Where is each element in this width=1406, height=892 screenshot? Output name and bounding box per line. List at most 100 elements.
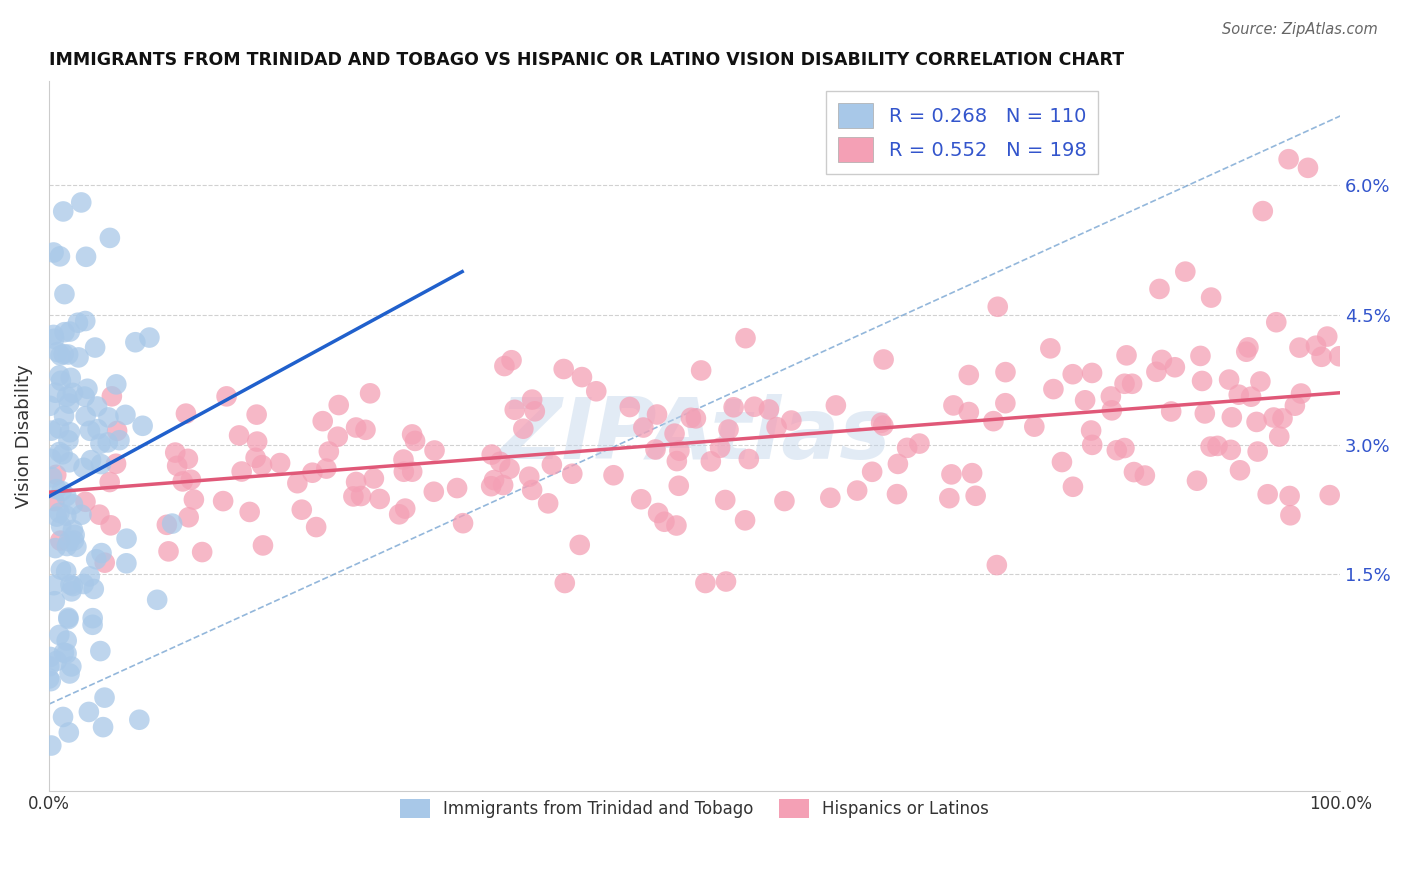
Point: [860, 465, 883, 479]
Point: [1218, 373, 1240, 387]
Point: [1189, 349, 1212, 363]
Point: [1042, 382, 1064, 396]
Point: [42, 332, 65, 346]
Point: [245, 450, 267, 465]
Point: [46, 345, 69, 359]
Point: [75, 314, 97, 328]
Point: [872, 418, 894, 433]
Point: [1251, 204, 1274, 219]
Point: [1062, 480, 1084, 494]
Point: [1191, 374, 1213, 388]
Point: [55, 647, 77, 661]
Point: [709, 441, 731, 455]
Point: [1101, 403, 1123, 417]
Point: [668, 479, 690, 493]
Point: [523, 404, 546, 418]
Point: [62, 385, 84, 400]
Point: [522, 392, 544, 407]
Point: [312, 414, 335, 428]
Point: [773, 494, 796, 508]
Point: [846, 483, 869, 498]
Point: [734, 513, 756, 527]
Point: [75, 495, 97, 509]
Point: [1160, 404, 1182, 418]
Point: [51, 483, 73, 498]
Point: [53, 287, 76, 301]
Point: [941, 467, 963, 482]
Point: [52, 347, 75, 361]
Point: [177, 451, 200, 466]
Point: [49, 533, 72, 548]
Point: [645, 408, 668, 422]
Point: [73, 390, 96, 404]
Point: [131, 418, 153, 433]
Point: [105, 457, 128, 471]
Point: [744, 400, 766, 414]
Point: [1144, 365, 1167, 379]
Point: [39, 649, 62, 664]
Point: [115, 557, 138, 571]
Point: [63, 528, 86, 542]
Point: [174, 407, 197, 421]
Point: [318, 444, 340, 458]
Point: [42, 578, 65, 592]
Point: [1278, 152, 1301, 166]
Point: [350, 489, 373, 503]
Point: [498, 462, 520, 476]
Point: [630, 492, 652, 507]
Point: [392, 452, 415, 467]
Point: [1246, 444, 1268, 458]
Point: [66, 316, 89, 330]
Point: [65, 540, 87, 554]
Text: IMMIGRANTS FROM TRINIDAD AND TOBAGO VS HISPANIC OR LATINO VISION DISABILITY CORR: IMMIGRANTS FROM TRINIDAD AND TOBAGO VS H…: [49, 51, 1125, 69]
Point: [42, 327, 65, 342]
Point: [1024, 419, 1046, 434]
Point: [994, 365, 1017, 379]
Point: [62, 523, 84, 537]
Point: [1219, 442, 1241, 457]
Point: [45, 467, 67, 482]
Point: [58, 455, 80, 469]
Point: [75, 409, 97, 424]
Point: [105, 377, 128, 392]
Point: [537, 496, 560, 510]
Point: [1220, 410, 1243, 425]
Point: [315, 461, 337, 475]
Point: [76, 382, 98, 396]
Point: [52, 646, 75, 660]
Point: [157, 544, 180, 558]
Point: [554, 576, 576, 591]
Point: [685, 411, 707, 425]
Point: [191, 545, 214, 559]
Point: [59, 666, 82, 681]
Point: [97, 410, 120, 425]
Point: [1114, 441, 1136, 455]
Point: [1278, 489, 1301, 503]
Point: [73, 577, 96, 591]
Point: [305, 520, 328, 534]
Point: [79, 569, 101, 583]
Point: [501, 353, 523, 368]
Point: [55, 565, 77, 579]
Point: [41, 470, 63, 484]
Point: [70, 195, 93, 210]
Point: [45, 509, 67, 524]
Point: [479, 479, 502, 493]
Point: [1229, 463, 1251, 477]
Point: [48, 421, 70, 435]
Point: [1194, 406, 1216, 420]
Point: [124, 335, 146, 350]
Point: [100, 518, 122, 533]
Point: [80, 453, 103, 467]
Point: [388, 508, 411, 522]
Point: [690, 363, 713, 377]
Point: [1296, 161, 1319, 175]
Point: [59, 425, 82, 440]
Point: [872, 352, 894, 367]
Point: [1206, 439, 1229, 453]
Point: [44, 494, 66, 508]
Point: [1271, 411, 1294, 425]
Point: [67, 351, 90, 365]
Point: [44, 385, 66, 400]
Point: [481, 448, 503, 462]
